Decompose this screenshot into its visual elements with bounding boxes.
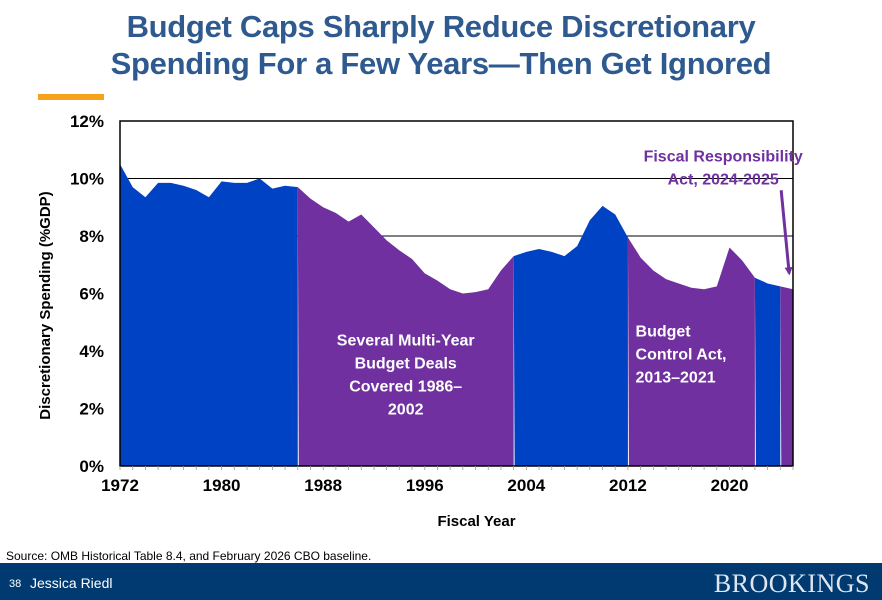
annotation-line: 2002 xyxy=(388,401,424,418)
slide-title-line-2: Spending For a Few Years—Then Get Ignore… xyxy=(110,46,772,81)
brookings-logo: BROOKINGS xyxy=(713,569,870,598)
annotation-2: Budget Control Act, 2013–2021 xyxy=(636,324,727,387)
annotation-line: Control Act, xyxy=(636,347,727,364)
y-tick-label: 10% xyxy=(70,170,104,189)
x-axis-label: Fiscal Year xyxy=(437,513,515,530)
annotation-arrow xyxy=(779,190,793,276)
annotation-line: Fiscal Responsibility xyxy=(644,148,803,165)
x-tick-label: 1980 xyxy=(203,476,241,495)
y-tick-label: 4% xyxy=(79,342,104,361)
y-tick-label: 12% xyxy=(70,112,104,131)
x-tick-label: 1972 xyxy=(101,476,139,495)
annotation-line: 2013–2021 xyxy=(636,370,716,387)
slide-title: Budget Caps Sharply Reduce Discretionary… xyxy=(0,8,882,82)
annotation-line: Budget Deals xyxy=(355,355,457,372)
plot-frame xyxy=(119,120,794,467)
x-tick-label: 2012 xyxy=(609,476,647,495)
area-segment-1 xyxy=(120,164,298,466)
x-tick-label: 1996 xyxy=(406,476,444,495)
annotation-1: Several Multi-Year Budget Deals Covered 19… xyxy=(337,332,475,418)
annotation-line: Several Multi-Year xyxy=(337,332,475,349)
x-tick-label: 2004 xyxy=(507,476,545,495)
y-axis-label: Discretionary Spending (%GDP) xyxy=(37,191,54,419)
footer-bar: 38 Jessica Riedl BROOKINGS xyxy=(0,563,882,600)
area-segments xyxy=(120,164,793,466)
annotations: Several Multi-Year Budget Deals Covered 19… xyxy=(337,148,803,418)
y-tick-label: 6% xyxy=(79,285,104,304)
y-tick-label: 2% xyxy=(79,400,104,419)
slide-title-line-1: Budget Caps Sharply Reduce Discretionary xyxy=(126,9,756,44)
x-tick-label: 1988 xyxy=(304,476,342,495)
annotation-line: Act, 2024-2025 xyxy=(668,171,779,188)
y-tick-label: 8% xyxy=(79,227,104,246)
page-number: 38 xyxy=(9,578,22,590)
source-note: Source: OMB Historical Table 8.4, and Fe… xyxy=(6,549,372,563)
area-segment-4 xyxy=(627,237,755,466)
author-name: Jessica Riedl xyxy=(30,575,113,591)
area-segment-2 xyxy=(297,187,514,466)
area-segment-5 xyxy=(754,277,781,466)
annotation-line: Covered 1986– xyxy=(349,378,462,395)
annotation-3: Fiscal Responsibility Act, 2024-2025 xyxy=(644,148,803,276)
annotation-line: Budget xyxy=(636,324,692,341)
accent-bar xyxy=(38,94,104,100)
area-segment-3 xyxy=(513,205,628,466)
x-tick-label: 2020 xyxy=(711,476,749,495)
y-tick-label: 0% xyxy=(79,457,104,476)
axes: 1972 1980 1988 1996 2004 2012 2020 0% 2% 4% 6% 8% 10… xyxy=(37,112,794,530)
area-segment-6 xyxy=(780,286,793,466)
spending-area-chart: 1972 1980 1988 1996 2004 2012 2020 0% 2% 4% 6% 8% 10… xyxy=(37,112,803,530)
